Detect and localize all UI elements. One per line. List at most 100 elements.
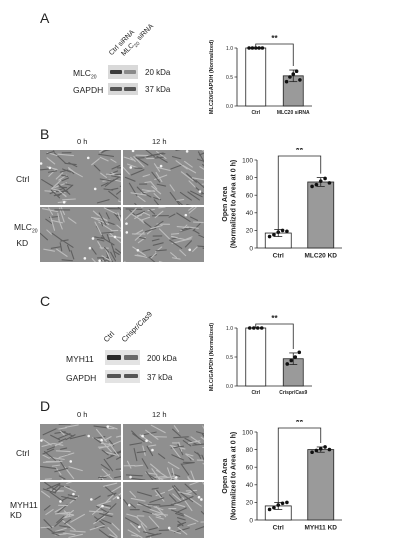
- chart-d: 0 20 40 60 80 100 Open Area (Normalized to Area…: [222, 420, 342, 532]
- data-point: [323, 176, 327, 181]
- kda-label-a1: 20 kDa: [145, 68, 171, 77]
- y-axis-label: Open Area (Normalized to Area at 0 h): [222, 432, 238, 520]
- time-label-d-0h: 0 h: [77, 410, 88, 419]
- data-point: [289, 358, 294, 363]
- data-point: [314, 182, 319, 187]
- blot-label-myh11: MYH11: [66, 354, 94, 364]
- y-tick-label: 0.0: [226, 104, 233, 110]
- blot-gapdh-a: [108, 83, 138, 95]
- blot-gapdh-c: [105, 370, 140, 383]
- y-tick-label: 20: [246, 500, 254, 507]
- category-label: MLC20 siRNA: [277, 110, 310, 116]
- micrograph-d-kd-12h: [123, 482, 204, 538]
- y-tick-label: 0: [249, 517, 253, 524]
- row-label-d-kd: MYH11 KD: [10, 500, 38, 520]
- panel-letter-c: C: [40, 293, 51, 309]
- time-label-d-12h: 12 h: [152, 410, 167, 419]
- data-point: [327, 447, 332, 452]
- bar-treated: [307, 181, 335, 249]
- data-point: [251, 326, 256, 330]
- y-tick-label: 80: [246, 175, 254, 182]
- micrograph-d-kd-0h: [40, 482, 121, 538]
- category-label: Ctrl: [251, 390, 260, 396]
- data-point: [280, 501, 285, 506]
- data-point: [323, 445, 327, 449]
- lane-label-crispr: Crispr/Cas9: [119, 309, 154, 344]
- y-tick-label: 20: [246, 228, 254, 235]
- data-point: [318, 179, 323, 183]
- y-tick-label: 60: [246, 464, 254, 471]
- lane-label-ctrl: Ctrl: [101, 329, 117, 344]
- blot-label-gapdh-c: GAPDH: [66, 373, 97, 383]
- data-point: [272, 505, 276, 510]
- significance-bracket: [277, 427, 322, 506]
- kda-label-a2: 37 kDa: [145, 85, 171, 94]
- significance-label: **: [296, 420, 304, 428]
- chart-c: 0.0 0.5 1.0 MLC/GAPDH (Normalized) Ctrl Crisp…: [209, 314, 312, 396]
- category-label: Ctrl: [273, 525, 284, 532]
- category-label: MYH11 KD: [304, 525, 337, 532]
- micrograph-b-ctrl-12h: [123, 150, 204, 205]
- time-label-b-0h: 0 h: [77, 137, 88, 146]
- panel-letter-b: B: [40, 126, 50, 142]
- panel-letter-a: A: [40, 10, 50, 26]
- chart-a: 0.0 0.5 1.0 MLC20/GAPDH (Normalized) Ctrl MLC…: [209, 34, 312, 116]
- y-tick-label: 100: [242, 157, 253, 164]
- data-point: [291, 72, 296, 76]
- data-point: [297, 350, 302, 355]
- y-axis-label: MLC20/GAPDH (Normalized): [209, 40, 215, 114]
- data-point: [257, 46, 261, 50]
- y-tick-label: 40: [246, 210, 254, 217]
- significance-bracket: [255, 43, 294, 67]
- significance-label: **: [271, 314, 278, 323]
- bar-ctrl: [245, 327, 267, 387]
- category-label: Crispr/Cas9: [279, 390, 307, 396]
- y-tick-label: 1.0: [226, 46, 233, 52]
- data-point: [259, 326, 264, 330]
- data-point: [280, 228, 285, 233]
- y-axis-label: MLC/GAPDH (Normalized): [209, 323, 215, 391]
- panel-letter-d: D: [40, 398, 51, 414]
- y-tick-label: 100: [242, 429, 253, 436]
- data-point: [285, 500, 289, 505]
- data-point: [247, 46, 251, 50]
- y-tick-label: 0.0: [226, 384, 233, 390]
- data-point: [255, 326, 260, 330]
- data-point: [294, 69, 299, 73]
- significance-bracket: [255, 323, 294, 349]
- data-point: [272, 233, 276, 237]
- data-point: [267, 507, 272, 512]
- data-point: [285, 229, 289, 234]
- data-point: [314, 448, 319, 453]
- chart-b: 0 20 40 60 80 100 Open Area (Normalized to Area…: [222, 148, 342, 260]
- micrograph-b-ctrl-0h: [40, 150, 121, 205]
- category-label: MLC20 KD: [304, 253, 337, 260]
- significance-bracket: [277, 155, 322, 234]
- y-tick-label: 0.5: [226, 355, 233, 361]
- data-point: [310, 184, 314, 189]
- micrograph-b-kd-0h: [40, 207, 121, 262]
- y-axis-label: Open Area (Normalized to Area at 0 h): [222, 160, 238, 248]
- kda-label-c1: 200 kDa: [147, 354, 177, 363]
- micrograph-d-ctrl-12h: [123, 424, 204, 480]
- y-tick-label: 80: [246, 447, 254, 454]
- row-label-d-ctrl: Ctrl: [16, 448, 30, 458]
- category-label: Ctrl: [251, 110, 260, 116]
- time-label-b-12h: 12 h: [152, 137, 167, 146]
- bar-treated: [307, 449, 335, 521]
- blot-label-mlc20: MLC20: [73, 68, 97, 81]
- data-point: [327, 181, 332, 185]
- category-label: Ctrl: [273, 253, 284, 260]
- data-point: [310, 450, 314, 455]
- data-point: [247, 326, 252, 330]
- data-point: [298, 78, 302, 82]
- blot-myh11: [105, 350, 140, 365]
- data-point: [284, 79, 289, 84]
- data-point: [318, 446, 323, 451]
- bar-ctrl: [245, 47, 267, 107]
- data-point: [267, 234, 272, 239]
- significance-label: **: [296, 148, 304, 156]
- kda-label-c2: 37 kDa: [147, 373, 173, 382]
- y-tick-label: 40: [246, 482, 254, 489]
- blot-label-gapdh-a: GAPDH: [73, 85, 104, 95]
